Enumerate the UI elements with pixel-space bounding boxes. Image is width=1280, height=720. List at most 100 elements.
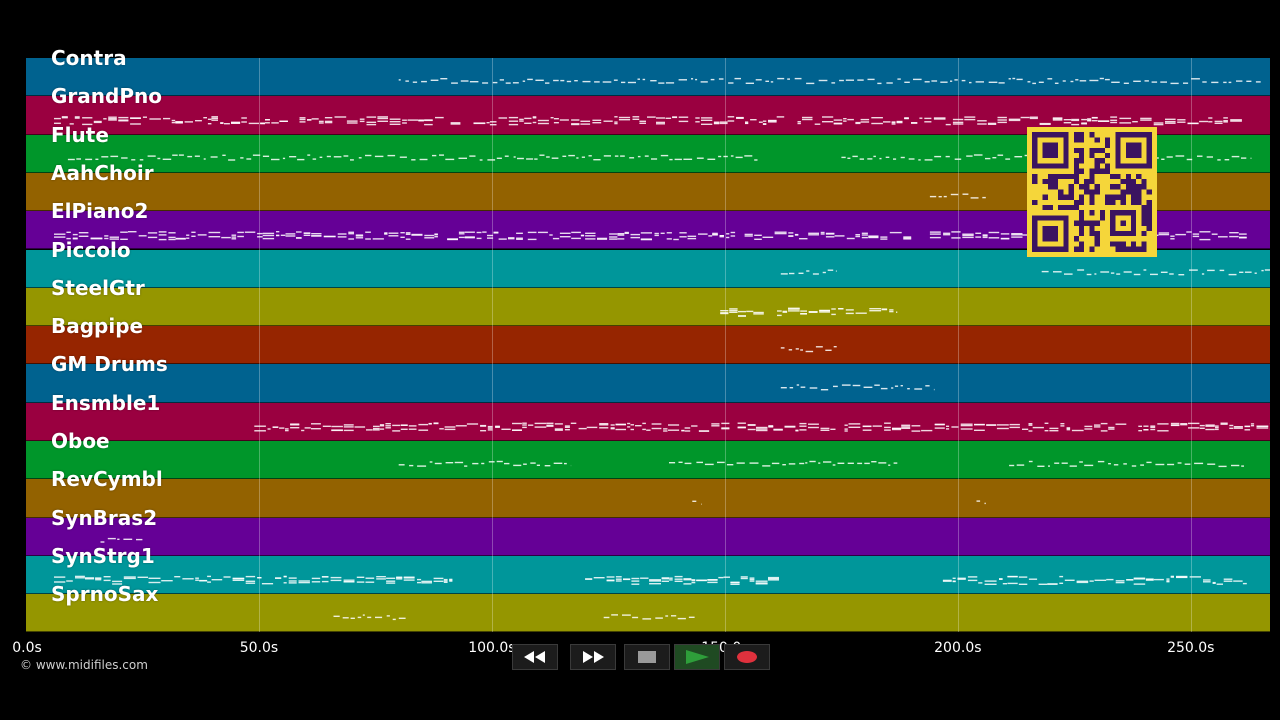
note-mark — [75, 575, 85, 578]
track-lane — [26, 287, 1270, 327]
note-mark — [1070, 80, 1074, 83]
note-mark — [1094, 426, 1101, 428]
note-mark — [822, 116, 834, 118]
play-button[interactable] — [674, 644, 720, 670]
note-mark — [489, 124, 497, 126]
note-mark — [211, 116, 218, 118]
note-mark — [969, 81, 972, 84]
qr-module — [1110, 231, 1137, 237]
note-mark — [379, 424, 385, 426]
note-mark — [1230, 119, 1242, 121]
note-mark — [1160, 81, 1167, 83]
note-mark — [952, 123, 964, 125]
note-mark — [719, 235, 724, 237]
note-mark — [488, 461, 495, 463]
note-mark — [1187, 122, 1199, 125]
qr-module — [1141, 231, 1147, 237]
note-mark — [103, 576, 111, 578]
qr-module — [1110, 241, 1116, 247]
note-mark — [788, 235, 794, 237]
note-mark — [946, 428, 950, 430]
note-mark — [809, 460, 816, 463]
note-mark — [729, 311, 738, 313]
note-mark — [1199, 120, 1209, 123]
note-mark — [1215, 428, 1219, 431]
note-mark — [815, 346, 823, 348]
note-mark — [622, 614, 631, 616]
note-mark — [513, 464, 522, 467]
note-mark — [348, 233, 354, 235]
note-mark — [666, 232, 672, 234]
note-mark — [642, 422, 646, 425]
note-mark — [924, 159, 933, 161]
qr-module — [1089, 153, 1095, 159]
note-mark — [493, 232, 499, 234]
qr-module — [1131, 184, 1137, 190]
note-mark — [1145, 578, 1154, 580]
note-mark — [333, 156, 342, 158]
note-mark — [599, 423, 609, 425]
note-mark — [985, 157, 991, 160]
note-mark — [896, 311, 898, 313]
qr-module — [1141, 210, 1147, 216]
note-mark — [469, 155, 476, 157]
note-mark — [762, 123, 767, 125]
note-mark — [624, 232, 629, 234]
note-mark — [93, 121, 102, 124]
note-mark — [1158, 233, 1170, 236]
note-mark — [908, 158, 915, 160]
note-mark — [1197, 155, 1203, 157]
note-mark — [570, 422, 577, 424]
note-mark — [603, 155, 611, 157]
note-mark — [649, 579, 661, 581]
note-mark — [787, 78, 790, 80]
note-mark — [795, 430, 799, 432]
note-mark — [825, 236, 835, 238]
note-mark — [904, 117, 909, 120]
qr-code[interactable] — [1027, 127, 1157, 257]
qr-module — [1146, 215, 1152, 221]
qr-module — [1058, 194, 1064, 200]
note-mark — [571, 119, 580, 121]
note-mark — [232, 579, 245, 581]
note-mark — [1218, 236, 1228, 238]
note-mark — [647, 116, 656, 118]
time-gridline — [957, 58, 959, 632]
note-mark — [863, 386, 873, 388]
qr-module — [1073, 173, 1079, 179]
note-mark — [833, 385, 838, 388]
note-mark — [599, 424, 609, 426]
note-mark — [343, 424, 354, 426]
note-mark — [698, 233, 708, 235]
note-mark — [831, 82, 836, 84]
note-mark — [749, 578, 755, 581]
note-mark — [820, 389, 829, 391]
fast-forward-button[interactable] — [570, 644, 616, 670]
note-mark — [283, 582, 287, 584]
note-mark — [749, 462, 759, 464]
note-mark — [276, 231, 280, 233]
note-mark — [691, 579, 696, 582]
note-mark — [988, 237, 1000, 239]
note-mark — [627, 426, 631, 428]
note-mark — [942, 579, 952, 582]
record-button[interactable] — [724, 644, 770, 670]
note-mark — [1150, 426, 1156, 428]
stop-button[interactable] — [624, 644, 670, 670]
qr-module — [1136, 189, 1142, 195]
qr-module — [1079, 194, 1085, 200]
qr-module — [1047, 184, 1053, 190]
note-mark — [85, 578, 95, 580]
note-mark — [1094, 273, 1097, 275]
note-mark — [1223, 81, 1227, 84]
note-mark — [822, 271, 826, 274]
note-mark — [139, 159, 144, 161]
track-label: AahChoir — [51, 160, 154, 185]
note-mark — [951, 426, 959, 428]
note-mark — [343, 426, 354, 428]
note-mark — [487, 427, 493, 429]
note-mark — [646, 429, 651, 431]
note-mark — [574, 80, 578, 82]
qr-module — [1073, 220, 1079, 226]
rewind-button[interactable] — [512, 644, 558, 670]
